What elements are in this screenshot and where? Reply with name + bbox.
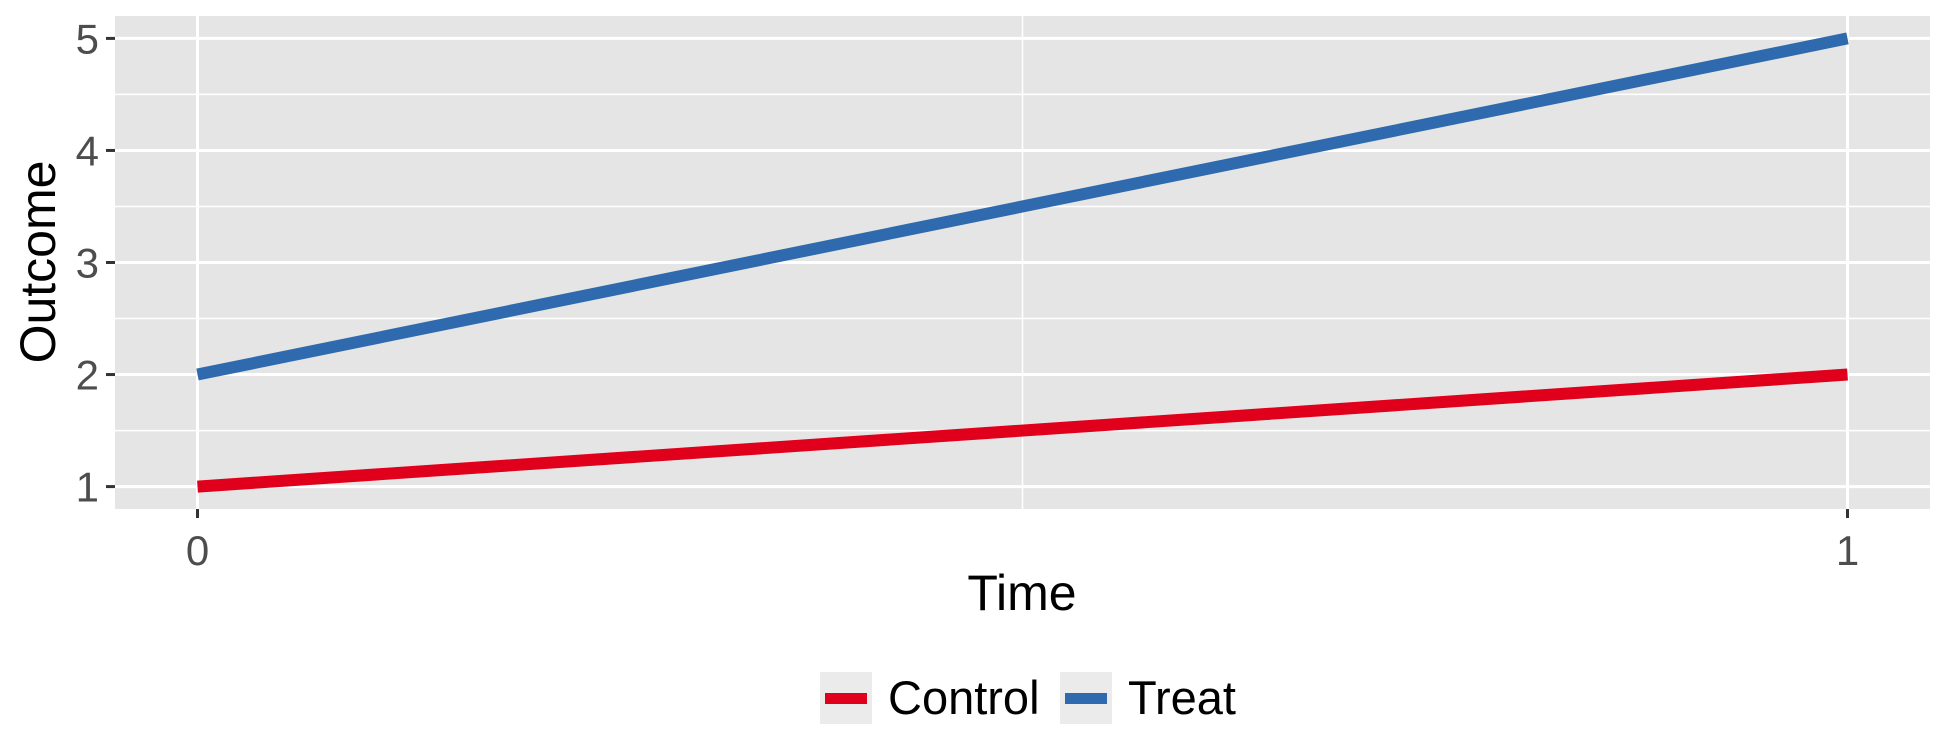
major-gridlines [115,16,1930,509]
y-tick-label: 2 [76,352,99,399]
y-tick-label: 3 [76,240,99,287]
series-line-treat [196,32,1849,381]
series-lines [196,32,1849,493]
series-line-control [197,368,1848,493]
legend-item-control: Control [820,671,1040,724]
x-tick-label: 1 [1836,527,1859,574]
y-tick-label: 1 [76,464,99,511]
y-tick-label: 5 [76,15,99,62]
x-tick-label: 0 [186,527,209,574]
legend-item-treat: Treat [1060,671,1236,724]
x-axis-title: Time [967,565,1076,621]
y-tick-label: 4 [76,127,99,174]
legend-label-control: Control [888,671,1040,724]
legend-swatch-treat [1065,693,1107,704]
legend-swatch-control [825,693,867,704]
tick-labels: 1 2 3 4 5 0 1 [76,15,1860,574]
legend: Control Treat [820,671,1236,724]
axis-ticks [106,36,1849,518]
y-axis-title: Outcome [10,161,66,364]
legend-label-treat: Treat [1128,671,1236,724]
